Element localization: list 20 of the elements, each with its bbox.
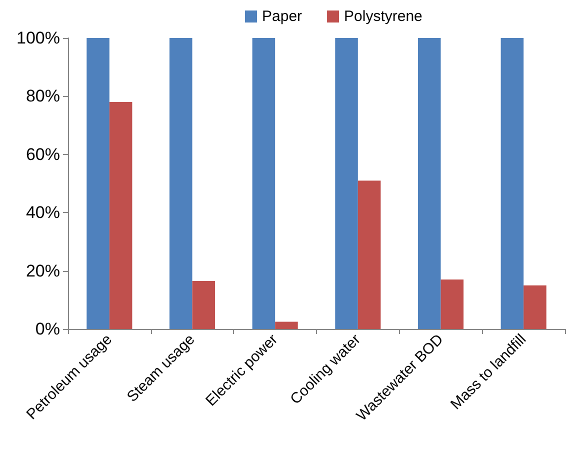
bar <box>440 280 464 329</box>
y-tick-label: 60% <box>26 144 60 164</box>
bar <box>192 280 216 329</box>
legend-label: Paper <box>262 8 302 25</box>
bar <box>418 38 441 329</box>
y-tick-label: 100% <box>16 28 60 48</box>
y-tick-label: 80% <box>26 86 60 106</box>
legend-label: Polystyrene <box>344 8 422 25</box>
bar <box>524 285 546 329</box>
bar <box>86 38 110 329</box>
y-tick-label: 40% <box>26 203 60 222</box>
bar <box>358 180 381 329</box>
bar <box>500 38 524 329</box>
bar <box>109 102 132 329</box>
bar <box>275 322 298 329</box>
y-tick-label: 20% <box>26 261 60 280</box>
bar <box>335 38 358 329</box>
y-tick-label: 0% <box>35 320 60 338</box>
bar <box>252 38 276 329</box>
bar <box>169 38 192 329</box>
